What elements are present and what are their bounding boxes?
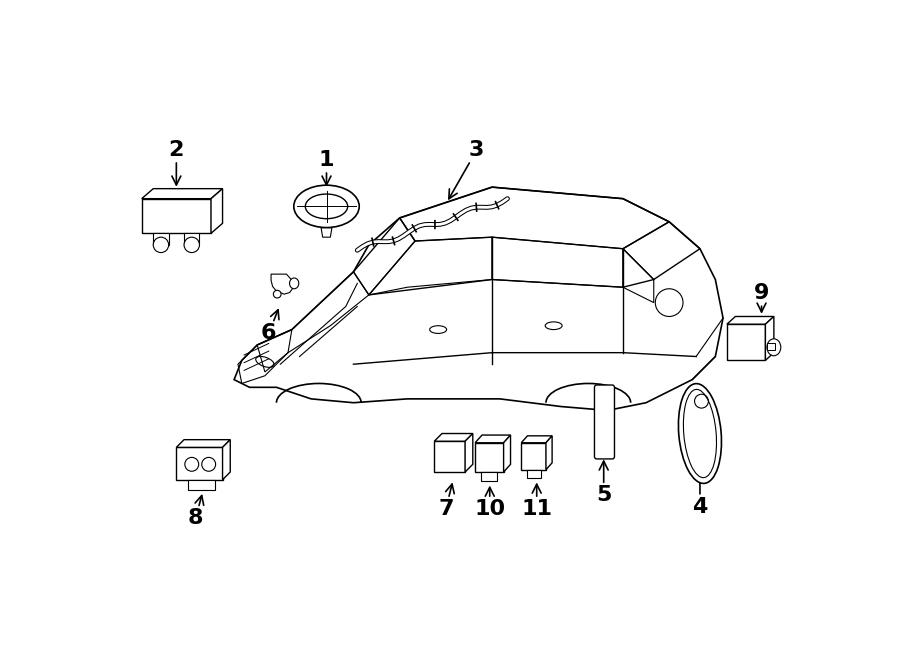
Polygon shape: [475, 435, 510, 443]
Text: 9: 9: [754, 284, 770, 312]
Polygon shape: [521, 436, 552, 443]
Polygon shape: [141, 188, 222, 199]
Polygon shape: [222, 440, 230, 480]
Text: 5: 5: [596, 461, 611, 505]
Polygon shape: [141, 199, 211, 233]
Polygon shape: [546, 436, 552, 470]
Polygon shape: [435, 442, 465, 472]
Polygon shape: [153, 233, 168, 245]
Polygon shape: [176, 440, 230, 447]
Polygon shape: [176, 447, 222, 480]
Ellipse shape: [305, 194, 347, 219]
Polygon shape: [504, 435, 510, 472]
Text: 8: 8: [188, 496, 203, 528]
Polygon shape: [475, 443, 504, 472]
Ellipse shape: [274, 290, 281, 298]
Text: 1: 1: [319, 150, 334, 185]
Polygon shape: [435, 434, 472, 442]
Polygon shape: [527, 470, 541, 478]
Polygon shape: [234, 187, 723, 410]
Circle shape: [184, 457, 199, 471]
Text: 2: 2: [168, 140, 184, 185]
Circle shape: [202, 457, 216, 471]
Text: 4: 4: [692, 469, 707, 517]
Polygon shape: [465, 434, 472, 472]
Polygon shape: [211, 188, 222, 233]
Circle shape: [153, 237, 168, 253]
Polygon shape: [521, 443, 546, 470]
Polygon shape: [765, 317, 774, 360]
Polygon shape: [321, 228, 332, 237]
Polygon shape: [184, 233, 200, 245]
Text: 7: 7: [438, 484, 454, 519]
Ellipse shape: [767, 339, 781, 356]
Polygon shape: [727, 324, 765, 360]
Ellipse shape: [679, 383, 722, 483]
Polygon shape: [271, 274, 294, 294]
Ellipse shape: [293, 185, 359, 227]
Ellipse shape: [683, 389, 716, 478]
FancyBboxPatch shape: [595, 385, 615, 459]
Text: 11: 11: [521, 485, 553, 519]
Polygon shape: [188, 480, 215, 490]
Ellipse shape: [290, 278, 299, 289]
Circle shape: [184, 237, 200, 253]
Polygon shape: [482, 472, 498, 481]
Polygon shape: [727, 317, 774, 324]
Text: 6: 6: [261, 310, 279, 344]
Text: 3: 3: [449, 140, 484, 199]
Polygon shape: [767, 342, 775, 350]
Text: 10: 10: [474, 487, 505, 519]
